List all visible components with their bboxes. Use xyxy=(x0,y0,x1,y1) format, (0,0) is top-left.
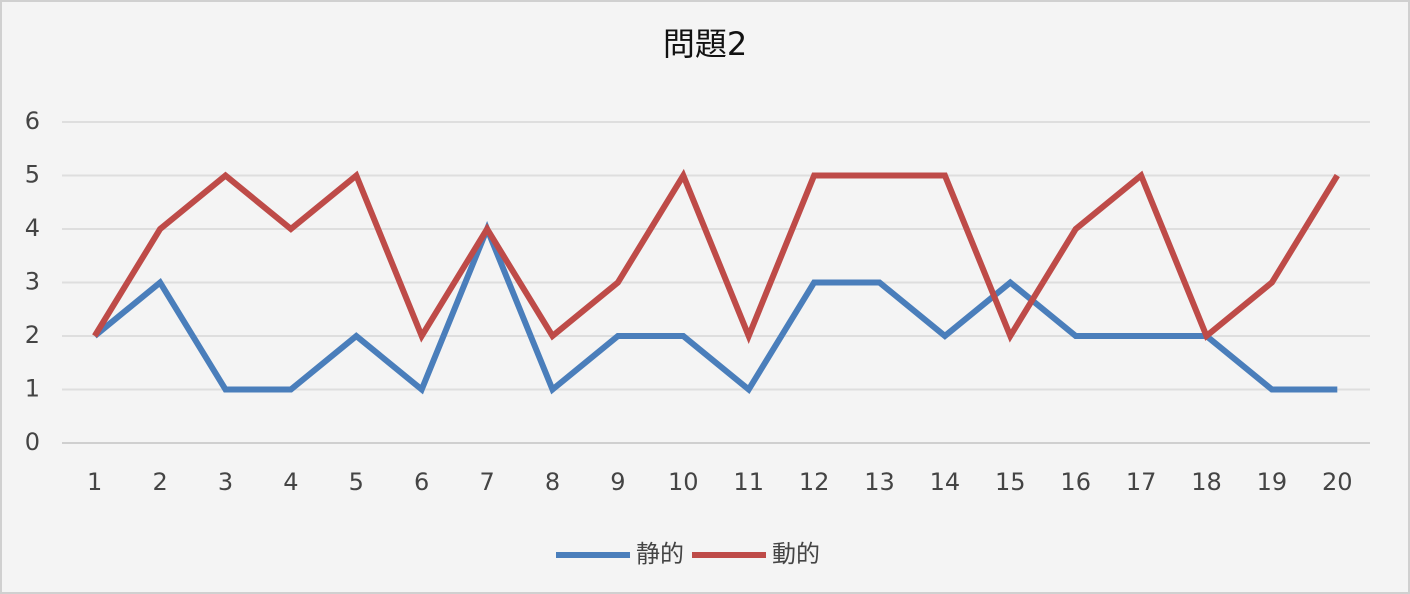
x-tick-label: 8 xyxy=(545,468,560,496)
series-line xyxy=(92,221,1338,395)
x-tick-label: 4 xyxy=(283,468,298,496)
y-tick-label: 0 xyxy=(25,428,40,456)
x-tick-label: 1 xyxy=(87,468,102,496)
x-tick-label: 5 xyxy=(349,468,364,496)
x-tick-label: 20 xyxy=(1322,468,1353,496)
x-tick-label: 15 xyxy=(995,468,1026,496)
x-tick-label: 10 xyxy=(668,468,699,496)
x-tick-label: 16 xyxy=(1060,468,1091,496)
y-tick-label: 5 xyxy=(25,161,40,189)
x-tick-label: 9 xyxy=(610,468,625,496)
x-tick-label: 2 xyxy=(152,468,167,496)
legend-label: 動的 xyxy=(772,540,820,568)
y-tick-label: 6 xyxy=(25,107,40,135)
x-tick-label: 11 xyxy=(733,468,764,496)
x-tick-label: 17 xyxy=(1126,468,1157,496)
x-tick-label: 19 xyxy=(1257,468,1288,496)
y-tick-label: 1 xyxy=(25,375,40,403)
x-tick-label: 13 xyxy=(864,468,895,496)
y-tick-label: 2 xyxy=(25,321,40,349)
y-tick-label: 4 xyxy=(25,214,40,242)
x-tick-label: 18 xyxy=(1191,468,1222,496)
x-tick-label: 7 xyxy=(479,468,494,496)
x-tick-label: 12 xyxy=(799,468,830,496)
x-tick-label: 3 xyxy=(218,468,233,496)
x-tick-label: 6 xyxy=(414,468,429,496)
y-tick-label: 3 xyxy=(25,268,40,296)
x-tick-label: 14 xyxy=(930,468,961,496)
series-line xyxy=(92,168,1340,344)
chart-title: 問題2 xyxy=(663,25,747,63)
legend-label: 静的 xyxy=(636,540,684,568)
